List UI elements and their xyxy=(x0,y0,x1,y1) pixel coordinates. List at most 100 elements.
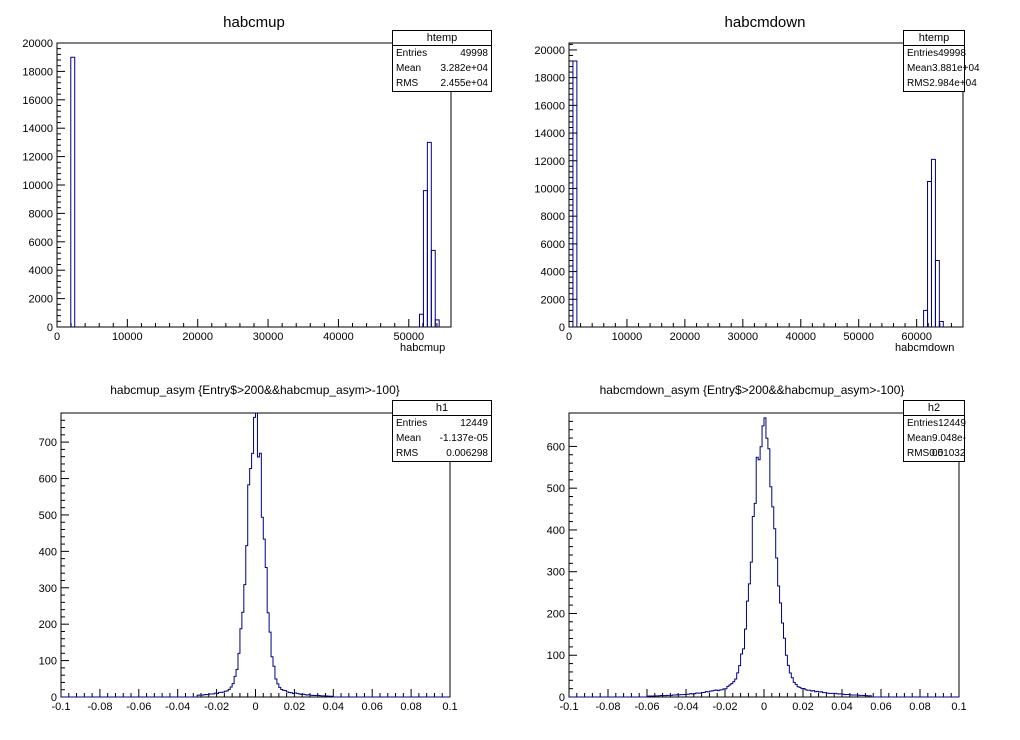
x-tick-label: 0.06 xyxy=(361,701,382,713)
y-tick-label: 6000 xyxy=(541,239,565,251)
stats-label: RMS xyxy=(907,78,930,89)
histogram-bin xyxy=(422,190,428,327)
x-tick-label: -0.08 xyxy=(595,701,620,713)
stats-value: 12449 xyxy=(938,418,966,429)
x-tick-label: 0 xyxy=(54,331,60,343)
y-tick-label: 600 xyxy=(39,474,57,486)
pad-title: habcmup_asym {Entry$>200&&habcmup_asym>-… xyxy=(110,383,400,397)
y-tick-label: 18000 xyxy=(534,73,565,85)
y-tick-label: 700 xyxy=(39,437,57,449)
y-tick-label: 300 xyxy=(39,583,57,595)
y-tick-label: 100 xyxy=(39,656,57,668)
y-tick-label: 2000 xyxy=(29,294,53,306)
stats-row-rms: RMS 0.006298 xyxy=(393,446,491,461)
stats-value: 49998 xyxy=(938,48,966,59)
stats-box: htemp Entries 49998 Mean 3.282e+04 RMS 2.455e+… xyxy=(392,30,492,92)
stats-box-title: htemp xyxy=(904,31,964,46)
x-tick-label: 60000 xyxy=(901,331,932,343)
y-tick-label: 14000 xyxy=(22,123,53,135)
x-tick-label: 50000 xyxy=(393,331,424,343)
x-tick-label: 0.1 xyxy=(442,701,457,713)
y-tick-label: 16000 xyxy=(534,100,565,112)
y-tick-label: 600 xyxy=(547,441,565,453)
stats-value: 3.282e+04 xyxy=(440,63,488,74)
y-tick-label: 0 xyxy=(559,322,565,334)
x-tick-label: -0.04 xyxy=(673,701,698,713)
x-tick-label: 10000 xyxy=(612,331,643,343)
y-tick-label: 10000 xyxy=(22,180,53,192)
x-tick-label: -0.02 xyxy=(204,701,229,713)
stats-row-entries: Entries 49998 xyxy=(393,46,491,61)
x-tick-label: 40000 xyxy=(323,331,354,343)
stats-label: RMS xyxy=(396,448,419,459)
y-tick-label: 6000 xyxy=(29,237,53,249)
histogram-bin xyxy=(426,141,432,327)
histogram-bin xyxy=(930,158,936,327)
stats-value: 49998 xyxy=(460,48,488,59)
y-tick-label: 4000 xyxy=(541,267,565,279)
stats-box: h2 Entries 12449 Mean 9.048e-05 RMS 0.01032 xyxy=(903,400,966,462)
stats-value: 2.455e+04 xyxy=(440,78,488,89)
x-tick-label: 0.04 xyxy=(323,701,344,713)
histogram-bin xyxy=(938,320,944,327)
y-tick-label: 100 xyxy=(547,650,565,662)
x-tick-label: -0.06 xyxy=(126,701,151,713)
histogram-bin xyxy=(934,260,940,327)
x-tick-label: -0.06 xyxy=(634,701,659,713)
histogram-bin xyxy=(70,56,76,327)
stats-row-mean: Mean 9.048e-05 xyxy=(904,431,966,459)
x-tick-label: 0.1 xyxy=(951,701,966,713)
stats-label: Entries xyxy=(396,48,428,59)
stats-value: 3.881e+04 xyxy=(932,63,980,74)
x-tick-label: 30000 xyxy=(253,331,284,343)
stats-box-title: h1 xyxy=(393,401,491,416)
y-tick-label: 2000 xyxy=(541,294,565,306)
x-tick-label: 0.04 xyxy=(831,701,852,713)
x-tick-label: 0 xyxy=(566,331,572,343)
stats-value: 2.984e+04 xyxy=(929,78,977,89)
stats-box-title: htemp xyxy=(393,31,491,46)
y-tick-label: 200 xyxy=(547,608,565,620)
y-tick-label: 0 xyxy=(51,692,57,704)
y-tick-label: 12000 xyxy=(22,152,53,164)
x-tick-label: 30000 xyxy=(728,331,759,343)
x-tick-label: 0.08 xyxy=(400,701,421,713)
y-tick-label: 16000 xyxy=(22,95,53,107)
x-tick-label: 50000 xyxy=(843,331,874,343)
stats-value: 9.048e-05 xyxy=(932,433,966,459)
x-tick-label: 0.02 xyxy=(284,701,305,713)
x-tick-label: 20000 xyxy=(670,331,701,343)
stats-box: h1 Entries 12449 Mean -1.137e-05 RMS 0.006298 xyxy=(392,400,492,462)
y-tick-label: 8000 xyxy=(541,211,565,223)
stats-label: Entries xyxy=(907,48,939,59)
x-tick-label: 0.06 xyxy=(870,701,891,713)
y-tick-label: 500 xyxy=(39,510,57,522)
stats-row-rms: RMS 2.455e+04 xyxy=(393,76,491,91)
x-tick-label: 0.02 xyxy=(792,701,813,713)
stats-value: 0.01032 xyxy=(929,448,966,459)
y-tick-label: 4000 xyxy=(29,265,53,277)
histogram-bin xyxy=(430,249,436,327)
x-tick-label: -0.02 xyxy=(712,701,737,713)
histogram-line xyxy=(569,417,959,698)
y-tick-label: 8000 xyxy=(29,208,53,220)
y-tick-label: 400 xyxy=(547,525,565,537)
stats-label: Mean xyxy=(907,63,933,74)
x-tick-label: 10000 xyxy=(112,331,143,343)
stats-label: Entries xyxy=(396,418,428,429)
x-tick-label: 0 xyxy=(761,701,767,713)
y-tick-label: 0 xyxy=(559,692,565,704)
x-tick-label: -0.1 xyxy=(52,701,71,713)
stats-row-entries: Entries 12449 xyxy=(904,416,966,431)
x-tick-label: -0.1 xyxy=(560,701,579,713)
stats-box: htemp Entries 49998 Mean 3.881e+04 RMS 2.984e+… xyxy=(903,30,980,92)
x-axis-label: habcmup xyxy=(400,342,445,354)
y-tick-label: 20000 xyxy=(534,45,565,57)
stats-row-mean: Mean 3.282e+04 xyxy=(393,61,491,76)
x-tick-label: -0.08 xyxy=(87,701,112,713)
stats-box-title: h2 xyxy=(904,401,964,416)
y-tick-label: 500 xyxy=(547,483,565,495)
histogram-bin xyxy=(927,181,932,327)
stats-row-rms: RMS 0.01032 xyxy=(904,446,966,461)
